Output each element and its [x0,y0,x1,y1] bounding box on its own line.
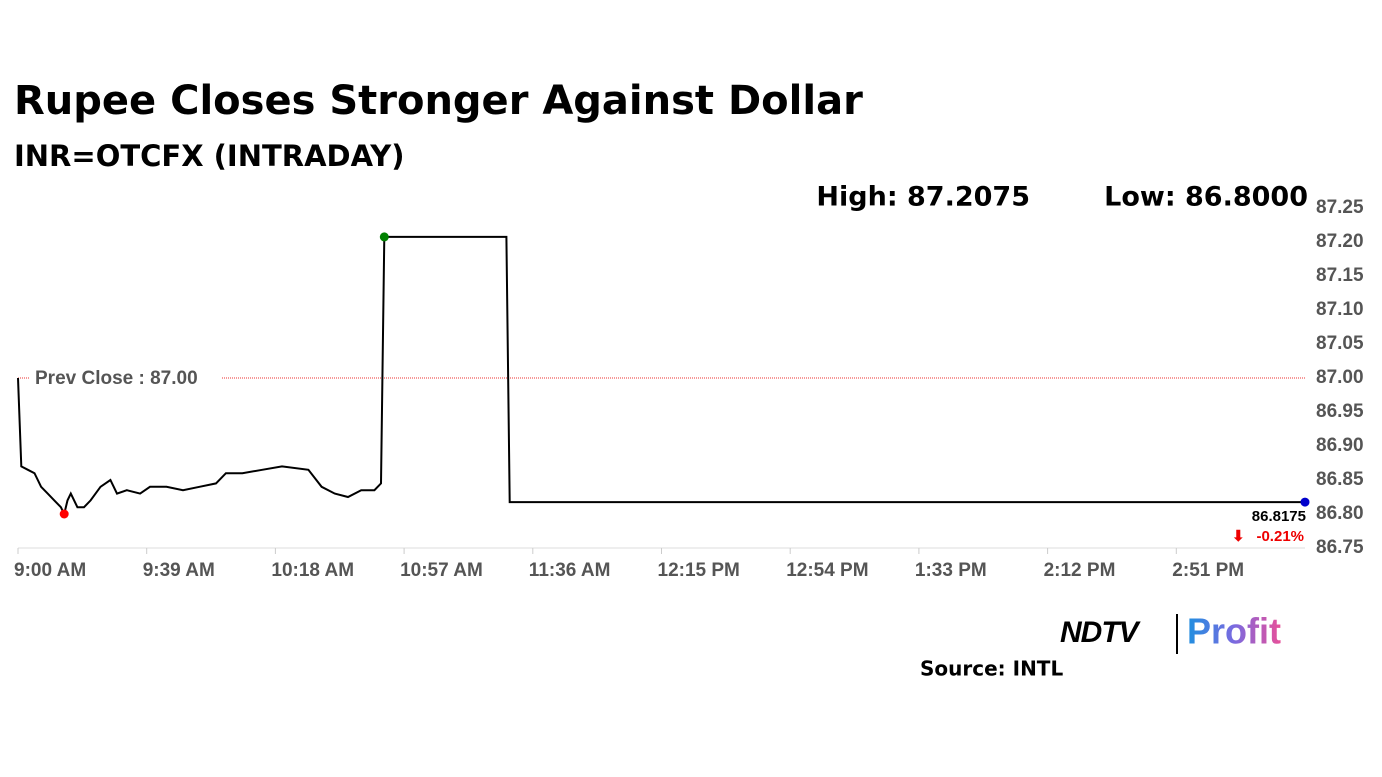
x-tick-label: 1:33 PM [915,560,987,581]
prev-close-bg [30,366,222,390]
y-tick-label: 87.00 [1316,367,1364,388]
change-label: -0.21% [1256,528,1304,545]
high-marker [379,232,389,242]
x-tick-label: 9:00 AM [14,560,86,581]
y-tick-label: 87.15 [1316,265,1364,286]
x-tick-label: 2:12 PM [1044,560,1116,581]
brand-ndtv: NDTV [1060,616,1142,649]
high-label: High: 87.2075 [816,182,1030,213]
chart-subtitle: INR=OTCFX (INTRADAY) [14,139,405,173]
prev-close-label: Prev Close : 87.00 [35,368,198,389]
y-tick-label: 87.25 [1316,197,1364,218]
price-line [17,235,1305,517]
chart-title: Rupee Closes Stronger Against Dollar [14,78,863,124]
y-tick-label: 87.10 [1316,299,1364,320]
last-marker [1300,497,1310,507]
brand-profit: Profit [1187,611,1281,652]
x-tick-label: 12:15 PM [658,560,740,581]
x-tick-label: 2:51 PM [1172,560,1244,581]
x-tick-label: 10:18 AM [271,560,354,581]
y-tick-label: 86.85 [1316,469,1364,490]
y-tick-label: 87.20 [1316,231,1364,252]
y-tick-label: 86.95 [1316,401,1364,422]
x-tick-label: 9:39 AM [143,560,215,581]
y-tick-label: 87.05 [1316,333,1364,354]
low-label: Low: 86.8000 [1104,182,1308,213]
change-arrow: ⬇ [1232,528,1245,545]
last-value-label: 86.8175 [1252,508,1306,525]
x-tick-label: 12:54 PM [786,560,868,581]
source: Source: INTL [920,657,1063,681]
x-tick-label: 11:36 AM [529,560,611,581]
y-tick-label: 86.80 [1316,503,1364,524]
y-tick-label: 86.90 [1316,435,1364,456]
x-tick-label: 10:57 AM [400,560,483,581]
low-marker [59,509,69,519]
y-tick-label: 86.75 [1316,537,1364,558]
